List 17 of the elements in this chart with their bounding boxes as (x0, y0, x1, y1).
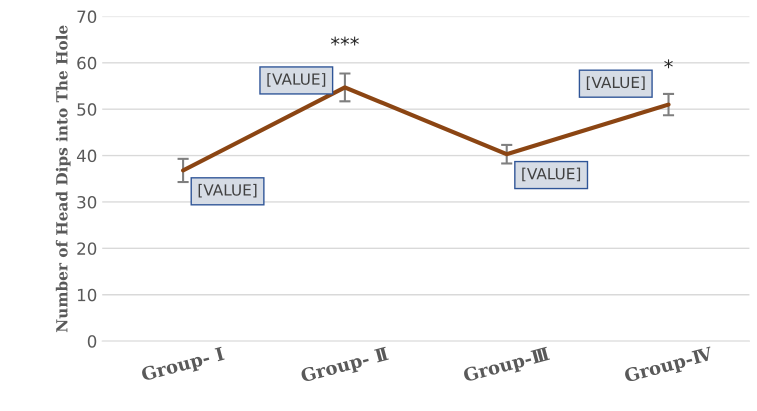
y-tick-label: 30 (77, 196, 96, 209)
x-tick-label: Group- Ⅰ (140, 346, 226, 385)
data-label: [VALUE] (522, 168, 580, 182)
data-label: [VALUE] (198, 184, 256, 198)
y-tick-label: 20 (77, 242, 96, 255)
y-tick-label: 40 (76, 150, 96, 162)
y-tick-label: 70 (77, 10, 96, 24)
y-tick-label: 60 (77, 56, 96, 70)
y-tick-label: 0 (88, 335, 96, 348)
y-axis-title: Number of Head Dips into The Hole (56, 26, 71, 332)
x-tick-label: Group- Ⅱ (300, 346, 390, 386)
y-tick-label: 50 (77, 103, 96, 116)
data-label: [VALUE] (586, 76, 645, 90)
y-tick-label: 10 (78, 288, 96, 302)
annotation: * (664, 59, 673, 68)
annotation: *** (330, 36, 359, 46)
data-label: [VALUE] (267, 73, 326, 87)
